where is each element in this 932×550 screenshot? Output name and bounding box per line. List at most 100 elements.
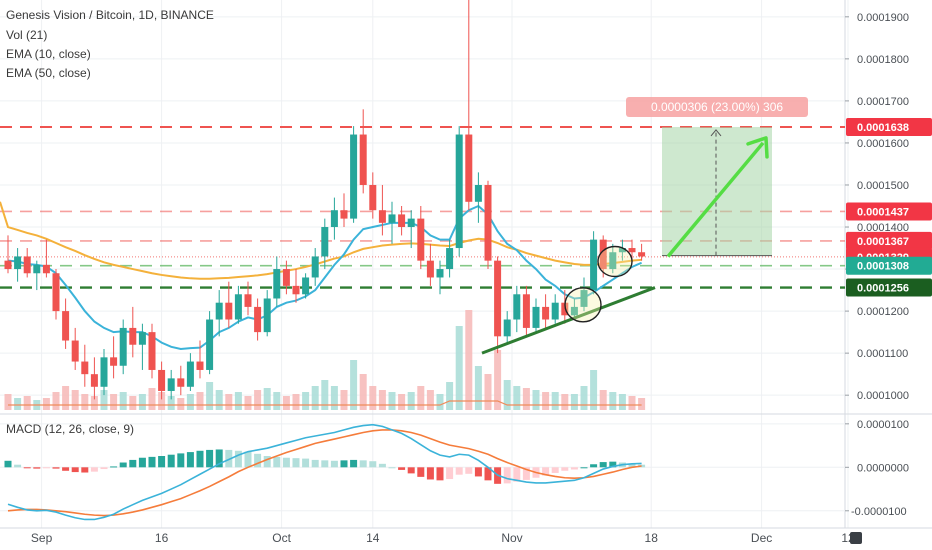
macd-histogram-bar — [378, 463, 386, 468]
y-tick-label: 0.0001600 — [857, 138, 909, 150]
candle — [225, 281, 233, 328]
candle-body — [167, 378, 175, 391]
volume-bar — [42, 398, 50, 410]
volume-bar — [628, 396, 636, 410]
macd-histogram-bar — [254, 453, 262, 468]
macd-histogram-bar — [42, 467, 50, 469]
volume-bar — [302, 392, 310, 410]
candle-body — [618, 248, 626, 253]
candle-body — [628, 248, 636, 253]
candle — [244, 281, 252, 316]
macd-histogram-bar — [292, 458, 300, 468]
candle-body — [302, 277, 310, 295]
candle — [609, 243, 617, 274]
macd-pane — [0, 423, 845, 521]
candle — [62, 298, 70, 349]
candle-body — [90, 374, 98, 387]
candle — [446, 239, 454, 278]
macd-histogram-bar — [33, 467, 41, 469]
candle — [71, 327, 79, 370]
volume-bar — [484, 374, 492, 410]
volume-bar — [244, 396, 252, 410]
y-tick-label: 0.0001700 — [857, 96, 909, 108]
candle — [167, 369, 175, 400]
candle-body — [638, 252, 646, 257]
candle-body — [148, 332, 156, 370]
candle-body — [407, 218, 415, 228]
price-label: 0.0001367 — [857, 236, 909, 248]
volume-bar — [215, 390, 223, 410]
candle — [398, 206, 406, 236]
volume-bar — [522, 388, 530, 410]
volume-bar — [62, 386, 70, 410]
ema-lines — [0, 201, 643, 350]
macd-histogram-bar — [186, 452, 194, 468]
indicator-vol-label[interactable]: Vol (21) — [6, 28, 48, 42]
volume-bar — [446, 382, 454, 410]
macd-y-tick-label: -0.0000100 — [851, 506, 907, 518]
volume-ma-line — [8, 400, 642, 406]
volume-bar — [81, 394, 89, 410]
macd-y-tick-label: 0.0000000 — [857, 462, 909, 474]
volume-bar — [561, 394, 569, 410]
candle — [215, 290, 223, 337]
indicator-ema50-label[interactable]: EMA (50, close) — [6, 66, 91, 80]
candle — [503, 311, 511, 345]
candle — [52, 269, 60, 320]
volume-bar — [503, 380, 511, 410]
volume-bar — [378, 390, 386, 410]
price-label-bg — [846, 278, 932, 297]
macd-histogram-bar — [215, 449, 223, 468]
volume-bar — [350, 360, 358, 410]
volume-bar — [542, 392, 550, 410]
candle — [340, 193, 348, 228]
candle — [81, 344, 89, 387]
candle-body — [52, 273, 60, 312]
candle-body — [465, 134, 473, 202]
volume-bar — [196, 392, 204, 410]
volume-bar — [426, 390, 434, 410]
candle — [33, 260, 41, 291]
volume-bar — [417, 386, 425, 410]
volume-bar — [167, 396, 175, 410]
target-arrow-shaft — [666, 141, 765, 258]
indicator-ema10-label[interactable]: EMA (10, close) — [6, 47, 91, 61]
target-box — [662, 126, 772, 256]
volume-bar — [570, 394, 578, 410]
candle-body — [196, 361, 204, 370]
candle-body — [177, 378, 185, 387]
candle-body — [532, 306, 540, 328]
candle-body — [225, 302, 233, 320]
candle — [282, 260, 290, 295]
candle-body — [455, 134, 463, 249]
macd-histogram-bar — [177, 453, 185, 468]
volume-bar — [254, 390, 262, 410]
candle — [273, 256, 281, 307]
candle-body — [513, 294, 521, 320]
candle — [474, 172, 482, 223]
candle-body — [4, 260, 12, 270]
candle-body — [350, 134, 358, 219]
candle-body — [398, 214, 406, 228]
macd-histogram-bar — [158, 456, 166, 468]
macd-histogram-bar — [446, 467, 454, 480]
candle-body — [426, 260, 434, 278]
price-label-bg — [846, 231, 932, 250]
candle-body — [100, 357, 108, 387]
macd-histogram-bar — [311, 459, 319, 468]
macd-histogram-bar — [465, 467, 473, 474]
macd-histogram-bar — [273, 456, 281, 468]
candle — [590, 231, 598, 295]
macd-histogram-bar — [551, 467, 559, 473]
candle-body — [282, 269, 290, 286]
symbol-title: Genesis Vision / Bitcoin, 1D, BINANCE — [6, 8, 214, 22]
measure-label: 0.0000306 (23.00%) 306 — [651, 100, 783, 114]
candle — [436, 260, 444, 295]
volume-bar — [234, 392, 242, 410]
macd-title[interactable]: MACD (12, 26, close, 9) — [6, 422, 135, 436]
candle-body — [474, 184, 482, 202]
volume-bar — [263, 388, 271, 410]
volume-bar — [359, 374, 367, 410]
candle — [148, 323, 156, 379]
